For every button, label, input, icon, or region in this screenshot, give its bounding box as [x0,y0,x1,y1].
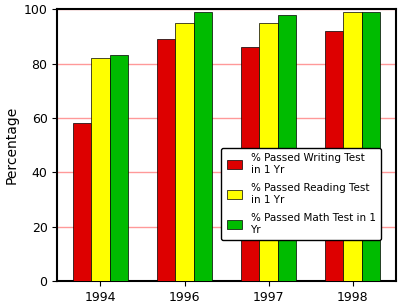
Y-axis label: Percentage: Percentage [4,106,18,184]
Bar [259,23,278,281]
Bar [175,23,194,281]
Bar [241,47,259,281]
Bar [110,55,128,281]
Bar [344,12,362,281]
Bar [157,39,175,281]
Bar [91,58,110,281]
Bar [362,12,380,281]
Bar [73,124,91,281]
Legend: % Passed Writing Test
in 1 Yr, % Passed Reading Test
in 1 Yr, % Passed Math Test: % Passed Writing Test in 1 Yr, % Passed … [221,148,381,240]
Bar [325,31,344,281]
Bar [194,12,212,281]
Bar [278,14,296,281]
